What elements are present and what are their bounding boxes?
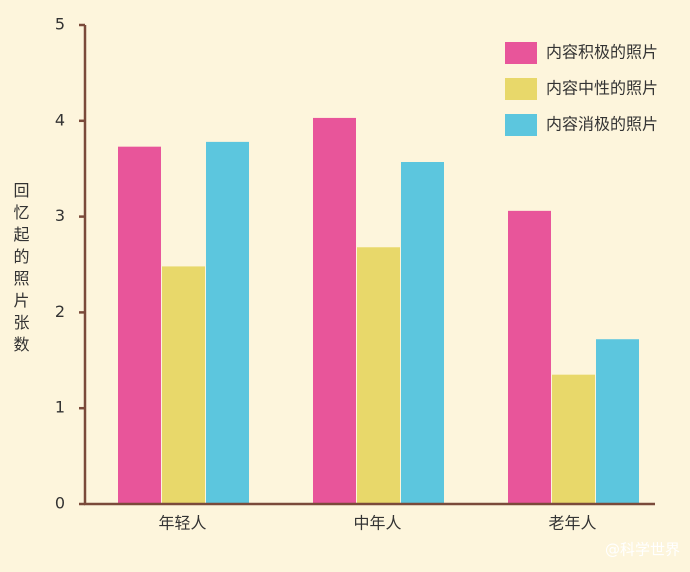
x-tick-label: 年轻人: [158, 514, 206, 533]
legend-label: 内容积极的照片: [546, 43, 658, 62]
bar: [118, 146, 161, 504]
legend-swatch: [505, 114, 537, 136]
y-axis-label: 回忆起的照片张数: [11, 182, 30, 358]
legend-swatch: [505, 42, 537, 64]
bar: [162, 266, 205, 504]
bar: [552, 374, 595, 504]
watermark: @科学世界: [605, 541, 680, 559]
y-tick-label: 3: [55, 206, 65, 225]
legend-swatch: [505, 78, 537, 100]
bar: [508, 210, 551, 505]
bar: [596, 339, 639, 504]
bar: [401, 161, 444, 504]
y-tick-label: 0: [55, 494, 65, 513]
y-tick-label: 1: [55, 398, 65, 417]
bar: [206, 141, 249, 504]
y-tick-label: 4: [55, 110, 65, 129]
y-tick-label: 2: [55, 302, 65, 321]
legend-label: 内容中性的照片: [546, 79, 658, 98]
x-tick-label: 老年人: [548, 514, 596, 533]
legend-label: 内容消极的照片: [546, 115, 658, 134]
bar: [313, 117, 356, 505]
y-tick-label: 5: [55, 15, 65, 34]
x-tick-label: 中年人: [353, 514, 401, 533]
bar: [357, 247, 400, 505]
